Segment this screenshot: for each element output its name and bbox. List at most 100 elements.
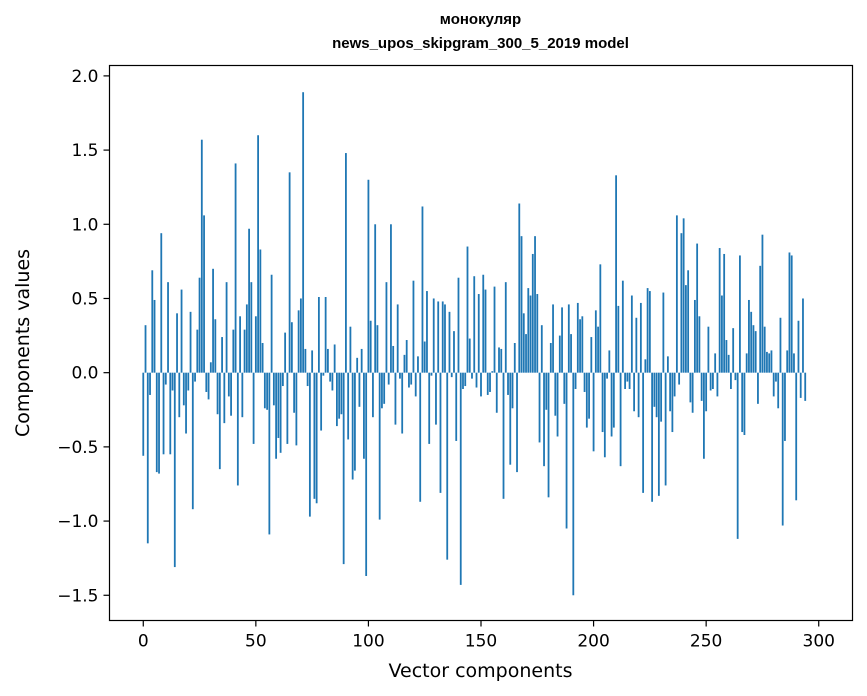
bar — [288, 172, 291, 373]
bar — [725, 340, 728, 373]
bar — [279, 372, 282, 453]
bar — [333, 344, 336, 373]
bar — [567, 304, 570, 373]
x-tick-label: 0 — [138, 632, 149, 652]
bar — [466, 246, 469, 373]
bar — [637, 372, 640, 418]
y-axis-label: Components values — [12, 249, 34, 437]
bar — [329, 372, 332, 382]
bar — [194, 372, 196, 382]
bar — [626, 372, 629, 382]
bar — [759, 265, 762, 373]
bar — [707, 326, 710, 373]
bar — [570, 334, 572, 373]
bar — [660, 372, 663, 422]
bar — [448, 311, 451, 373]
x-tick-label: 300 — [803, 632, 835, 652]
bar — [302, 92, 305, 373]
bar — [176, 313, 178, 373]
bar — [345, 153, 347, 373]
bar — [549, 343, 552, 373]
bar — [396, 304, 399, 373]
bar — [639, 302, 642, 373]
bar — [489, 372, 491, 392]
bar — [536, 294, 539, 373]
bar — [142, 372, 145, 456]
bar — [421, 206, 424, 373]
bar — [662, 292, 665, 373]
bar — [583, 372, 586, 392]
bar — [198, 277, 201, 373]
bar — [295, 372, 298, 446]
bar — [405, 340, 408, 373]
bar — [245, 304, 248, 373]
bar — [612, 372, 615, 428]
bar — [698, 316, 701, 373]
bar — [732, 328, 735, 373]
bar — [642, 372, 645, 493]
bar — [545, 372, 548, 410]
bar — [752, 325, 755, 373]
bar — [160, 233, 163, 373]
bar — [412, 280, 415, 373]
bar — [610, 372, 613, 437]
bar — [144, 325, 147, 373]
bar — [272, 372, 275, 406]
bar — [293, 372, 296, 413]
bar — [155, 372, 158, 473]
bar — [261, 343, 264, 373]
bar — [574, 372, 577, 389]
bar — [540, 325, 543, 373]
bar — [270, 274, 273, 373]
bar — [675, 215, 678, 373]
bar — [646, 288, 649, 373]
bar — [693, 299, 696, 373]
bar — [408, 372, 410, 388]
bar — [387, 372, 390, 385]
bar — [430, 372, 433, 376]
bar — [498, 347, 500, 373]
bar — [459, 372, 462, 585]
bar — [795, 372, 798, 501]
bar — [444, 304, 446, 373]
bar — [455, 372, 458, 441]
bar — [225, 282, 228, 373]
bar — [299, 298, 302, 373]
x-tick-label: 150 — [465, 632, 497, 652]
bar — [372, 372, 374, 418]
bar — [507, 372, 509, 395]
bar — [327, 348, 329, 373]
x-tick-label: 200 — [577, 632, 609, 652]
bar — [621, 280, 624, 373]
bar — [354, 372, 356, 471]
bar — [797, 320, 800, 373]
bar — [200, 139, 203, 373]
bar — [239, 316, 241, 373]
bar — [378, 372, 381, 520]
bar — [432, 298, 435, 373]
bar — [754, 331, 757, 373]
bar — [167, 282, 169, 373]
bar — [538, 372, 541, 443]
bar — [522, 313, 525, 373]
bar — [419, 372, 422, 502]
bar — [367, 179, 370, 373]
bar — [601, 372, 604, 433]
bar — [399, 372, 401, 379]
bar — [457, 277, 460, 373]
y-tick-label: 1.0 — [71, 215, 98, 235]
bar — [286, 372, 289, 444]
x-tick-label: 100 — [352, 632, 384, 652]
x-tick-label: 50 — [245, 632, 267, 652]
x-axis-ticks: 0 50 100 150 200 250 300 — [138, 620, 835, 652]
bar — [666, 356, 669, 373]
bar — [311, 350, 314, 373]
bar — [500, 348, 503, 373]
bar — [709, 372, 712, 391]
bar — [563, 372, 566, 404]
bar — [351, 372, 354, 480]
bar — [743, 372, 746, 436]
bars-group — [142, 92, 807, 596]
bar — [592, 372, 595, 452]
bar — [338, 372, 341, 419]
